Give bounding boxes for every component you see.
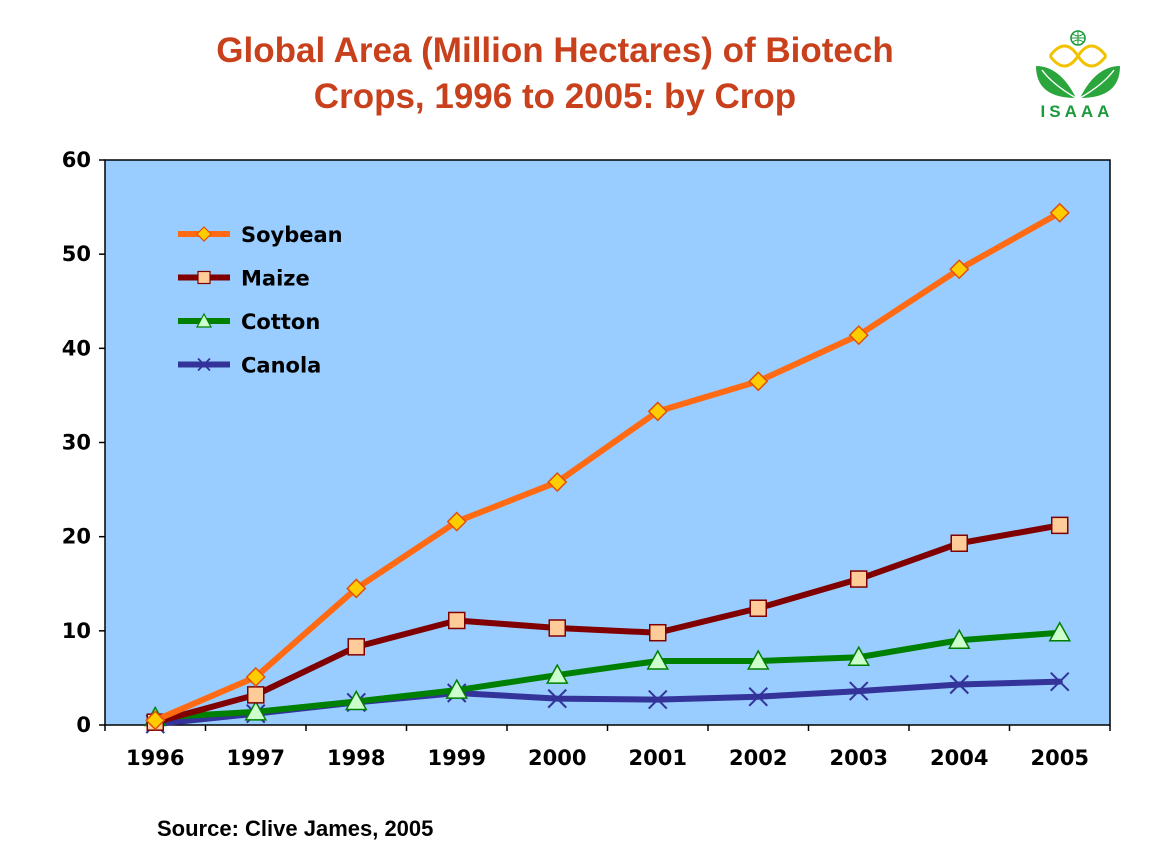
data-point-cotton	[1048, 621, 1072, 642]
chart-title-line-2: Crops, 1996 to 2005: by Crop	[313, 77, 797, 116]
data-point-soybean	[547, 471, 568, 493]
x-tick-label: 2003	[830, 746, 888, 770]
data-point-soybean	[145, 710, 166, 731]
y-tick-label: 10	[62, 619, 91, 643]
legend-label: Cotton	[241, 310, 320, 334]
x-tick-label: 1999	[428, 746, 486, 770]
y-tick-label: 60	[62, 148, 91, 172]
data-point-canola	[648, 689, 668, 710]
x-tick-label: 2002	[729, 746, 787, 770]
data-point-cotton	[746, 649, 770, 670]
legend-label: Maize	[241, 267, 310, 291]
data-point-soybean	[346, 578, 367, 599]
data-point-soybean	[1049, 202, 1070, 223]
legend-item-canola: Canola	[178, 354, 321, 378]
data-point-cotton	[545, 663, 569, 684]
data-point-canola	[1050, 671, 1070, 692]
data-point-canola	[849, 681, 869, 701]
series-line-soybean	[152, 209, 1063, 724]
series-line-maize	[152, 522, 1063, 726]
x-tick-label: 1996	[126, 746, 184, 770]
y-tick-label: 30	[62, 431, 91, 455]
x-tick-label: 1997	[227, 746, 285, 770]
data-point-cotton	[847, 645, 871, 666]
legend-label: Canola	[241, 354, 321, 378]
x-tick-label: 2001	[629, 746, 687, 770]
data-point-soybean	[748, 371, 769, 392]
legend-item-soybean: Soybean	[178, 223, 343, 247]
data-point-maize	[347, 638, 365, 656]
data-point-maize	[649, 623, 667, 642]
data-point-soybean	[848, 325, 869, 346]
data-point-maize	[1051, 516, 1069, 535]
data-point-cotton	[445, 678, 469, 699]
legend-marker	[195, 312, 213, 328]
legend-marker	[197, 270, 211, 285]
legend-marker	[196, 226, 212, 242]
y-tick-label: 0	[76, 713, 91, 737]
x-tick-label: 2004	[930, 746, 988, 770]
data-point-maize	[548, 619, 566, 637]
x-tick-label: 2000	[528, 746, 586, 770]
data-point-canola	[547, 688, 567, 709]
y-tick-label: 50	[62, 242, 91, 266]
y-tick-label: 40	[62, 336, 91, 360]
data-point-maize	[749, 599, 767, 617]
series-line-cotton	[152, 629, 1063, 721]
legend-marker	[197, 357, 211, 372]
legend-label: Soybean	[241, 223, 343, 247]
data-point-cotton	[947, 628, 971, 649]
chart-title-line-1: Global Area (Million Hectares) of Biotec…	[216, 31, 894, 70]
data-point-maize	[950, 534, 968, 553]
data-point-maize	[247, 686, 265, 704]
x-tick-label: 2005	[1031, 746, 1089, 770]
isaaa-logo-icon	[1036, 30, 1120, 99]
data-point-soybean	[949, 259, 970, 280]
logo-text: ISAAA	[1040, 102, 1114, 121]
data-point-soybean	[245, 666, 266, 688]
data-point-canola	[748, 687, 768, 707]
data-point-cotton	[344, 689, 368, 711]
legend-item-cotton: Cotton	[178, 310, 320, 334]
source-caption: Source: Clive James, 2005	[157, 816, 434, 841]
data-point-maize	[448, 611, 466, 630]
x-tick-label: 1998	[327, 746, 385, 770]
legend-item-maize: Maize	[178, 267, 310, 291]
data-point-cotton	[646, 649, 670, 670]
data-point-cotton	[244, 700, 268, 721]
data-point-soybean	[647, 401, 668, 422]
data-point-maize	[850, 570, 868, 588]
data-point-canola	[949, 674, 969, 695]
data-point-soybean	[446, 511, 467, 532]
y-tick-label: 20	[62, 525, 91, 549]
